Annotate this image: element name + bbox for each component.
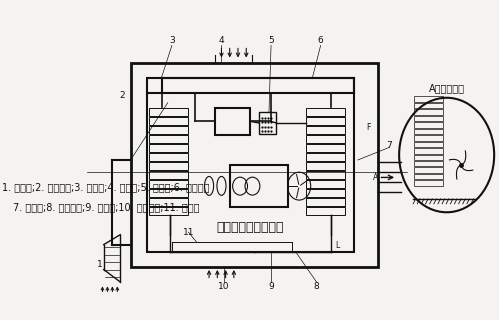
Text: 电梯空调系统示意图: 电梯空调系统示意图 [217,221,284,234]
Bar [149,108,189,116]
Bar [306,126,345,134]
Bar [415,135,443,140]
Text: 7: 7 [386,140,392,149]
Text: 11: 11 [183,228,194,237]
Bar [415,174,443,180]
Bar [149,117,189,125]
Bar [149,144,189,152]
Bar [415,167,443,173]
Bar [306,189,345,197]
Text: 2: 2 [119,91,125,100]
Text: A向局部视图: A向局部视图 [429,83,465,93]
Bar [149,126,189,134]
Bar [415,116,443,121]
Bar [306,135,345,143]
Bar [415,161,443,166]
Bar [230,165,287,207]
Bar [415,148,443,154]
Bar [258,112,276,134]
Bar [149,162,189,170]
Bar [415,180,443,186]
Bar [149,180,189,188]
Bar [306,117,345,125]
Bar [306,162,345,170]
Bar [415,155,443,160]
Text: 8: 8 [314,283,319,292]
Bar [415,103,443,108]
Bar [215,108,250,135]
Bar [306,144,345,152]
Bar [131,63,378,267]
Bar [415,122,443,128]
Text: L: L [335,241,339,250]
Bar [415,96,443,102]
Text: 4: 4 [219,36,224,45]
Bar [306,108,345,116]
Bar [415,129,443,134]
Bar [147,78,354,252]
Bar [149,207,189,215]
Bar [149,189,189,197]
Bar [306,207,345,215]
Bar [149,198,189,206]
Bar [306,180,345,188]
Text: 1. 散流器;2. 空调壳体;3. 蒸发器;4. 压缩机;5. 过滤器;6. 毛细管；: 1. 散流器;2. 空调壳体;3. 蒸发器;4. 压缩机;5. 过滤器;6. 毛… [2,182,210,192]
Bar [149,171,189,179]
Text: 9: 9 [268,283,274,292]
Bar [415,109,443,115]
Text: 10: 10 [218,283,229,292]
Bar [306,198,345,206]
Text: 7. 冷凝器;8. 轴流风扇;9. 电动机;10. 离心风机;11. 积水盘: 7. 冷凝器;8. 轴流风扇;9. 电动机;10. 离心风机;11. 积水盘 [12,202,199,212]
Text: 5: 5 [268,36,274,45]
Text: F: F [366,123,370,132]
Text: A: A [373,173,378,182]
Bar [306,171,345,179]
Text: 1: 1 [97,260,102,269]
Text: 6: 6 [318,36,323,45]
Bar [415,141,443,147]
Bar [149,135,189,143]
Bar [306,153,345,161]
Bar [149,153,189,161]
Text: 3: 3 [169,36,175,45]
